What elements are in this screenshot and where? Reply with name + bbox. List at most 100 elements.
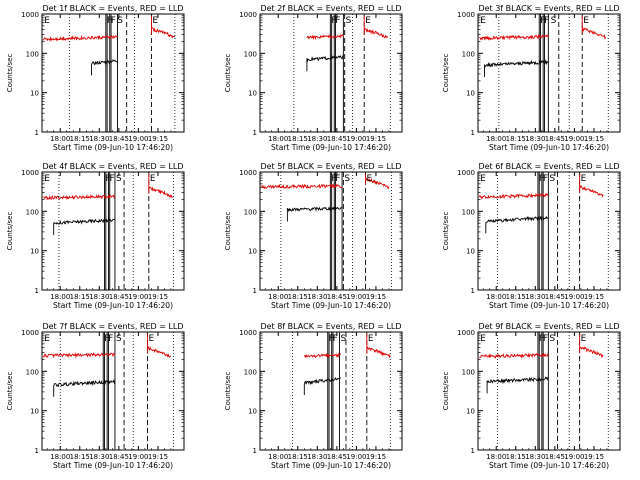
lld-trace bbox=[303, 352, 342, 359]
segment-marker-label: F bbox=[108, 334, 113, 344]
lld-trace-resumed bbox=[579, 346, 604, 359]
events-trace bbox=[306, 54, 344, 72]
segment-marker-label: F bbox=[333, 334, 338, 344]
x-tick-label: 19:15 bbox=[148, 135, 168, 143]
lld-trace-resumed bbox=[147, 345, 172, 358]
x-tick-label: 18:45 bbox=[327, 453, 347, 461]
y-tick-label: 1 bbox=[253, 287, 257, 295]
x-tick-label: 18:00 bbox=[50, 135, 70, 143]
segment-marker-label: F bbox=[106, 174, 111, 184]
segment-marker-label: S bbox=[117, 16, 123, 26]
lld-trace bbox=[478, 192, 549, 200]
detector-panel-6: Det 6f BLACK = Events, RED = LLD E FF S E 1 10… bbox=[442, 162, 621, 310]
y-tick-label: 100 bbox=[462, 208, 475, 216]
segment-marker-label: E bbox=[44, 16, 50, 26]
segment-marker-label: E bbox=[365, 16, 371, 26]
lld-trace-resumed bbox=[151, 27, 176, 39]
panel-title: Det 8f BLACK = Events, RED = LLD bbox=[260, 322, 401, 331]
segment-marker-label: E bbox=[480, 334, 486, 344]
x-tick-label: 19:00 bbox=[346, 453, 366, 461]
panel-title: Det 4f BLACK = Events, RED = LLD bbox=[42, 162, 183, 171]
x-tick-label: 19:15 bbox=[584, 453, 604, 461]
panel-title: Det 6f BLACK = Events, RED = LLD bbox=[478, 162, 619, 171]
x-tick-label: 18:30 bbox=[89, 453, 109, 461]
segment-marker-label: F bbox=[335, 174, 340, 184]
x-tick-label: 18:00 bbox=[486, 293, 506, 301]
y-axis-label: Counts/sec bbox=[442, 212, 450, 251]
segment-marker-label: F bbox=[331, 174, 336, 184]
x-tick-label: 18:30 bbox=[525, 293, 545, 301]
events-trace bbox=[485, 215, 549, 234]
lld-trace-resumed bbox=[581, 26, 607, 40]
events-trace bbox=[486, 376, 549, 394]
plot-frame bbox=[41, 331, 185, 451]
x-tick-label: 18:45 bbox=[545, 135, 565, 143]
plot-frame bbox=[477, 171, 621, 291]
segment-marker-label: F bbox=[109, 174, 114, 184]
detector-panel-3: Det 3f BLACK = Events, RED = LLD E FF S E 1 10… bbox=[442, 4, 621, 152]
x-tick-label: 18:00 bbox=[268, 453, 288, 461]
x-tick-label: 18:30 bbox=[525, 135, 545, 143]
segment-marker-label: F bbox=[539, 334, 544, 344]
plot-frame bbox=[41, 13, 185, 133]
x-tick-label: 18:15 bbox=[70, 135, 90, 143]
x-axis-label: Start Time (09-Jun-10 17:46:20) bbox=[53, 143, 173, 152]
lld-trace bbox=[43, 193, 116, 201]
segment-marker-label: S bbox=[346, 16, 352, 26]
y-tick-label: 10 bbox=[466, 248, 475, 256]
x-axis-label: Start Time (09-Jun-10 17:46:20) bbox=[271, 461, 391, 470]
detector-panel-8: Det 8f BLACK = Events, RED = LLD FF S E 1 10 1… bbox=[224, 322, 403, 470]
segment-marker-label: F bbox=[107, 16, 112, 26]
segment-marker-label: S bbox=[116, 174, 122, 184]
segment-marker-label: E bbox=[44, 334, 50, 344]
x-axis-label: Start Time (09-Jun-10 17:46:20) bbox=[271, 143, 391, 152]
x-tick-label: 18:15 bbox=[70, 293, 90, 301]
segment-marker-label: E bbox=[581, 334, 587, 344]
segment-marker-label: E bbox=[367, 174, 373, 184]
x-tick-label: 18:15 bbox=[506, 293, 526, 301]
segment-marker-label: E bbox=[480, 174, 486, 184]
y-tick-label: 10 bbox=[248, 408, 257, 416]
lld-trace bbox=[42, 352, 116, 359]
y-tick-label: 1 bbox=[471, 287, 475, 295]
x-tick-label: 18:15 bbox=[288, 135, 308, 143]
lld-trace-resumed bbox=[579, 184, 604, 198]
segment-marker-label: S bbox=[344, 174, 350, 184]
x-axis-label: Start Time (09-Jun-10 17:46:20) bbox=[489, 301, 609, 310]
x-tick-label: 19:15 bbox=[366, 293, 386, 301]
x-tick-label: 19:15 bbox=[366, 453, 386, 461]
x-tick-label: 18:00 bbox=[268, 135, 288, 143]
x-tick-label: 19:00 bbox=[128, 453, 148, 461]
y-axis-label: Counts/sec bbox=[224, 212, 232, 251]
y-tick-label: 1000 bbox=[239, 11, 257, 19]
x-tick-label: 19:00 bbox=[128, 135, 148, 143]
x-tick-label: 18:45 bbox=[545, 293, 565, 301]
x-tick-label: 18:15 bbox=[70, 453, 90, 461]
x-tick-label: 18:45 bbox=[109, 453, 129, 461]
lld-trace-resumed bbox=[148, 186, 173, 199]
x-tick-label: 18:45 bbox=[109, 293, 129, 301]
y-tick-label: 100 bbox=[462, 368, 475, 376]
plot-frame bbox=[477, 13, 621, 133]
y-tick-label: 1000 bbox=[21, 329, 39, 337]
x-tick-label: 19:00 bbox=[128, 293, 148, 301]
segment-marker-label: S bbox=[116, 334, 122, 344]
y-tick-label: 10 bbox=[248, 90, 257, 98]
x-tick-label: 18:30 bbox=[307, 135, 327, 143]
x-tick-label: 18:15 bbox=[288, 453, 308, 461]
segment-marker-label: E bbox=[44, 174, 50, 184]
detector-panel-9: Det 9f BLACK = Events, RED = LLD E FF S E 1 10… bbox=[442, 322, 621, 470]
y-tick-label: 1000 bbox=[457, 169, 475, 177]
y-tick-label: 1 bbox=[253, 447, 257, 455]
x-tick-label: 18:30 bbox=[525, 453, 545, 461]
x-tick-label: 18:45 bbox=[545, 453, 565, 461]
y-tick-label: 1000 bbox=[457, 329, 475, 337]
detector-panel-1: Det 1f BLACK = Events, RED = LLD E FF S E 1 10… bbox=[6, 4, 185, 152]
segment-marker-label: F bbox=[539, 174, 544, 184]
lld-trace bbox=[479, 33, 549, 41]
y-tick-label: 10 bbox=[248, 248, 257, 256]
y-axis-label: Counts/sec bbox=[6, 212, 14, 251]
segment-marker-label: F bbox=[111, 16, 116, 26]
segment-marker-label: F bbox=[329, 334, 334, 344]
